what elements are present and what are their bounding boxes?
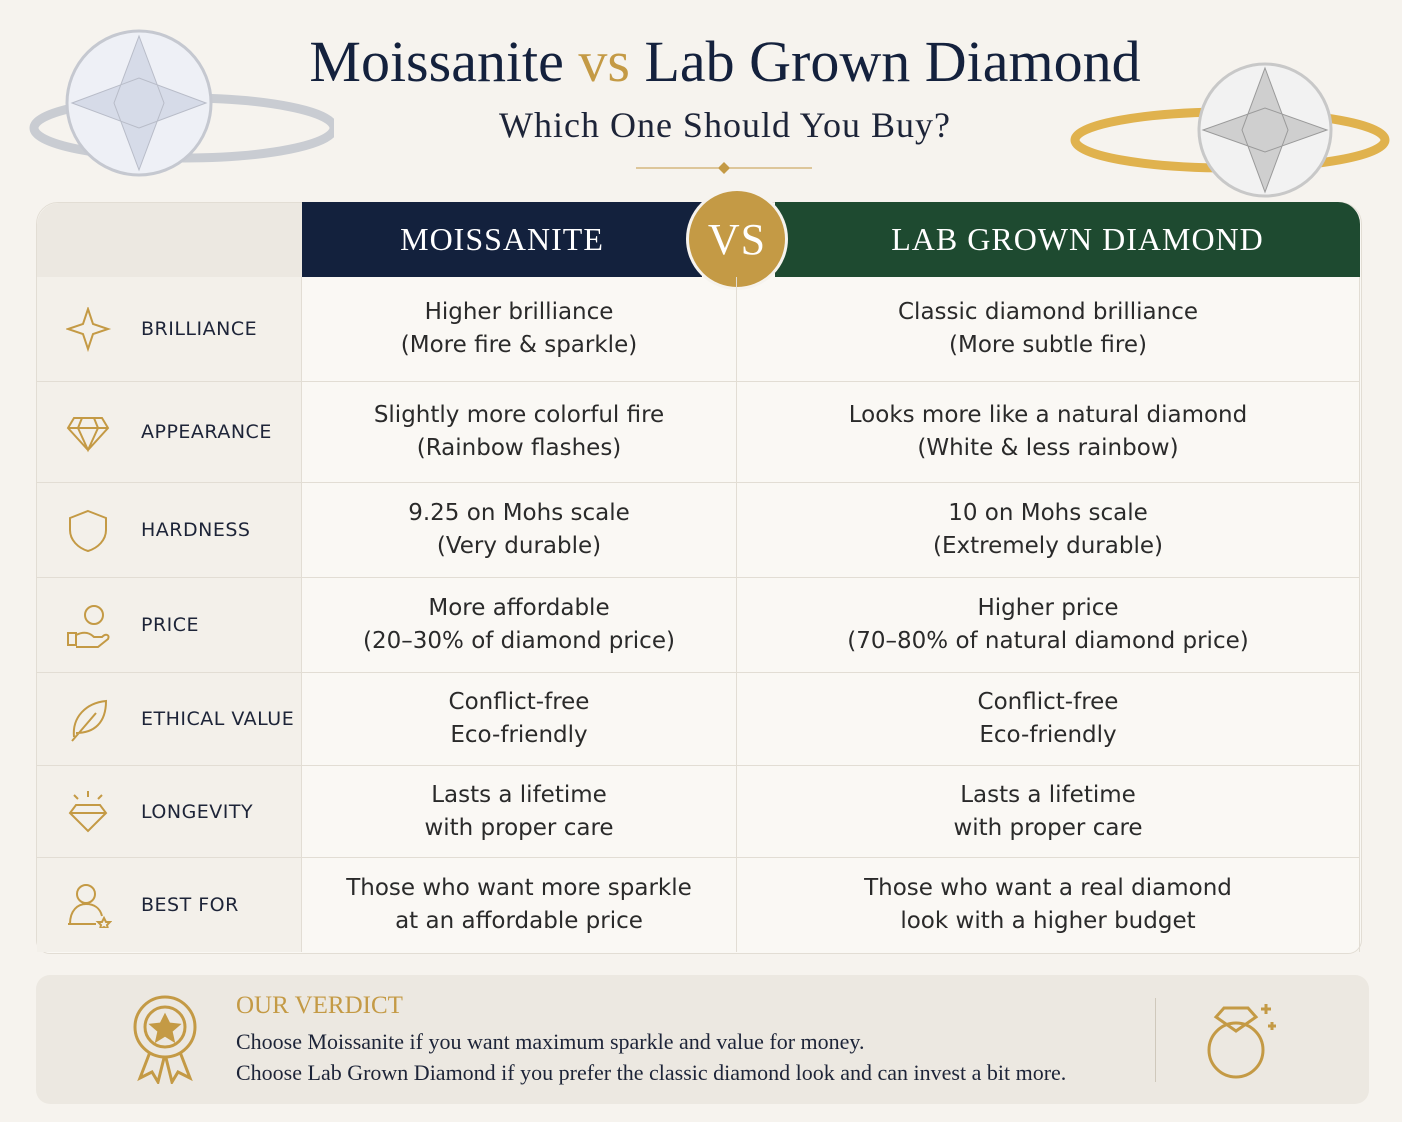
cell-line: look with a higher budget xyxy=(900,908,1196,934)
cell-line: More affordable xyxy=(428,595,610,621)
award-icon xyxy=(133,995,197,1084)
title-right: Lab Grown Diamond xyxy=(644,29,1141,94)
cell-line: Those who want a real diamond xyxy=(864,875,1232,901)
cell-line: Conflict-free xyxy=(448,689,590,715)
row-label: PRICE xyxy=(37,578,302,673)
cell-line: (More subtle fire) xyxy=(949,332,1147,358)
title-vs: vs xyxy=(578,29,630,94)
verdict-divider xyxy=(1155,998,1156,1082)
col-lab: LAB GROWN DIAMOND xyxy=(775,202,1360,277)
row-label: HARDNESS xyxy=(37,483,302,578)
verdict-line: Choose Moissanite if you want maximum sp… xyxy=(236,1029,865,1054)
cell-moissanite: Those who want more sparkle at an afforda… xyxy=(302,858,737,952)
row-label: BRILLIANCE xyxy=(37,277,302,382)
cell-line: Conflict-free xyxy=(977,689,1119,715)
row-icon xyxy=(68,884,112,928)
row-icon xyxy=(68,791,108,833)
cell-line: (20–30% of diamond price) xyxy=(363,628,675,654)
cell-moissanite: Higher brilliance (More fire & sparkle) xyxy=(302,277,737,382)
cell-lab: 10 on Mohs scale (Extremely durable) xyxy=(737,483,1360,578)
verdict-heading: OUR VERDICT xyxy=(236,992,403,1019)
divider xyxy=(636,162,812,174)
cell-moissanite: Conflict-free Eco-friendly xyxy=(302,673,737,766)
cell-lab: Classic diamond brilliance (More subtle f… xyxy=(737,277,1360,382)
cell-line: (Rainbow flashes) xyxy=(416,435,622,461)
cell-line: with proper care xyxy=(424,814,614,841)
cell-line: Eco-friendly xyxy=(979,722,1117,748)
cell-line: Slightly more colorful fire xyxy=(373,402,665,428)
cell-line: 10 on Mohs scale xyxy=(948,500,1148,526)
corner xyxy=(37,203,302,277)
cell-line: Higher brilliance xyxy=(424,299,614,325)
ring-icon xyxy=(1207,1004,1276,1079)
gold-ring xyxy=(1070,62,1390,198)
row-icon xyxy=(66,306,112,352)
cell-line: (Very durable) xyxy=(436,533,602,559)
col-moissanite: MOISSANITE xyxy=(302,202,702,277)
cell-lab: Those who want a real diamond look with a… xyxy=(737,858,1360,952)
verdict-box xyxy=(36,975,1369,1104)
cell-line: (Extremely durable) xyxy=(933,533,1163,559)
cell-line: (White & less rainbow) xyxy=(917,435,1179,461)
subtitle: Which One Should You Buy? xyxy=(498,105,951,145)
cell-line: Lasts a lifetime xyxy=(960,781,1136,808)
cell-line: at an affordable price xyxy=(395,908,643,934)
cell-line: Lasts a lifetime xyxy=(431,781,607,808)
cell-line: 9.25 on Mohs scale xyxy=(408,500,630,526)
vs-badge: VS xyxy=(686,188,788,290)
cell-moissanite: Slightly more colorful fire (Rainbow flas… xyxy=(302,382,737,483)
title-left: Moissanite xyxy=(309,29,564,94)
cell-lab: Looks more like a natural diamond (White … xyxy=(737,382,1360,483)
cell-moissanite: 9.25 on Mohs scale (Very durable) xyxy=(302,483,737,578)
cell-line: (More fire & sparkle) xyxy=(400,332,638,358)
row-icon xyxy=(71,699,108,742)
cell-moissanite: More affordable (20–30% of diamond price) xyxy=(302,578,737,673)
silver-ring xyxy=(29,29,334,177)
title: Moissanite vs Lab Grown Diamond xyxy=(0,28,1402,95)
cell-line: with proper care xyxy=(953,814,1143,841)
verdict-line: Choose Lab Grown Diamond if you prefer t… xyxy=(236,1060,1067,1085)
row-label: ETHICAL VALUE xyxy=(37,673,302,766)
row-icon xyxy=(69,509,107,552)
cell-line: Those who want more sparkle xyxy=(346,875,692,901)
row-icon xyxy=(67,604,110,648)
cell-lab: Conflict-free Eco-friendly xyxy=(737,673,1360,766)
cell-line: Eco-friendly xyxy=(450,722,588,748)
cell-line: Looks more like a natural diamond xyxy=(848,402,1248,428)
cell-lab: Higher price (70–80% of natural diamond p… xyxy=(737,578,1360,673)
cell-lab: Lasts a lifetime with proper care xyxy=(737,766,1360,858)
row-icon xyxy=(66,416,110,452)
cell-moissanite: Lasts a lifetime with proper care xyxy=(302,766,737,858)
cell-line: Higher price xyxy=(977,595,1119,621)
cell-line: Classic diamond brilliance xyxy=(898,299,1198,325)
cell-line: (70–80% of natural diamond price) xyxy=(847,628,1249,654)
verdict-lines: Choose Moissanite if you want maximum sp… xyxy=(236,1026,1066,1088)
